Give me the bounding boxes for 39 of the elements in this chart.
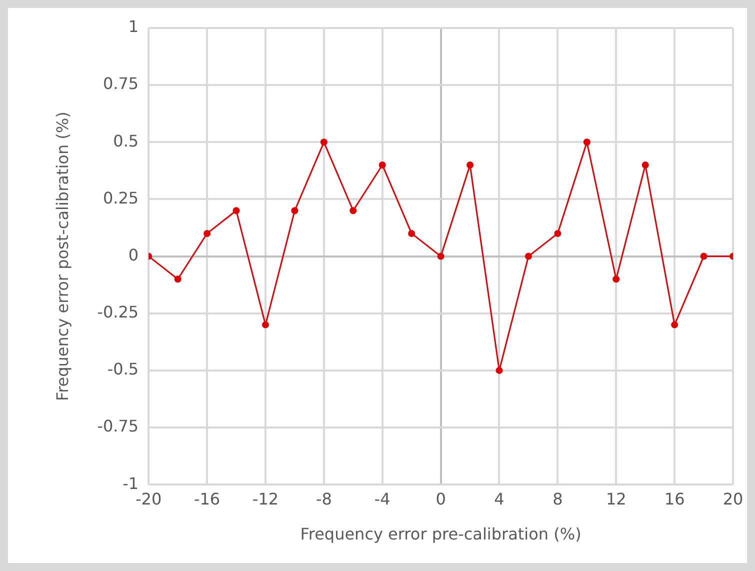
point: [320, 138, 328, 146]
x-tick-label: -8: [316, 489, 332, 508]
point: [671, 321, 678, 328]
point: [232, 207, 240, 214]
point: [291, 207, 298, 214]
point: [466, 161, 474, 168]
x-tick-label: 20: [722, 489, 744, 508]
y-tick-label: 0.75: [102, 74, 139, 94]
x-tick-label: 8: [552, 489, 563, 508]
y-axis-title: Frequency error post-calibration (%): [52, 112, 72, 401]
x-axis-title: Frequency error pre-calibration (%): [300, 524, 582, 544]
y-tick-label: 0.5: [113, 131, 139, 150]
point: [583, 138, 590, 146]
x-tick-label: -16: [194, 489, 220, 508]
point: [437, 252, 444, 260]
x-tick-label: 16: [664, 489, 685, 508]
point: [524, 252, 532, 260]
y-tick-label: -0.75: [97, 416, 139, 436]
y-tick-label: -0.5: [107, 360, 139, 379]
x-tick-label: -12: [252, 489, 279, 508]
y-tick-label: 0.25: [102, 188, 139, 208]
point: [700, 252, 708, 260]
y-tick-label: 1: [128, 17, 139, 36]
point: [554, 230, 562, 237]
point: [408, 230, 416, 237]
y-tick-label: -0.25: [97, 302, 139, 322]
point: [204, 230, 211, 237]
x-tick-label: 4: [494, 489, 504, 508]
y-tick-label: 0: [128, 245, 139, 264]
point: [262, 321, 269, 328]
point: [496, 366, 503, 374]
point: [378, 161, 386, 168]
x-tick-label: -4: [374, 489, 390, 508]
point: [174, 276, 182, 283]
x-tick-label: 0: [436, 489, 446, 508]
x-tick-label: 12: [606, 489, 626, 508]
point: [642, 161, 649, 168]
point: [612, 276, 620, 283]
point: [350, 207, 357, 214]
